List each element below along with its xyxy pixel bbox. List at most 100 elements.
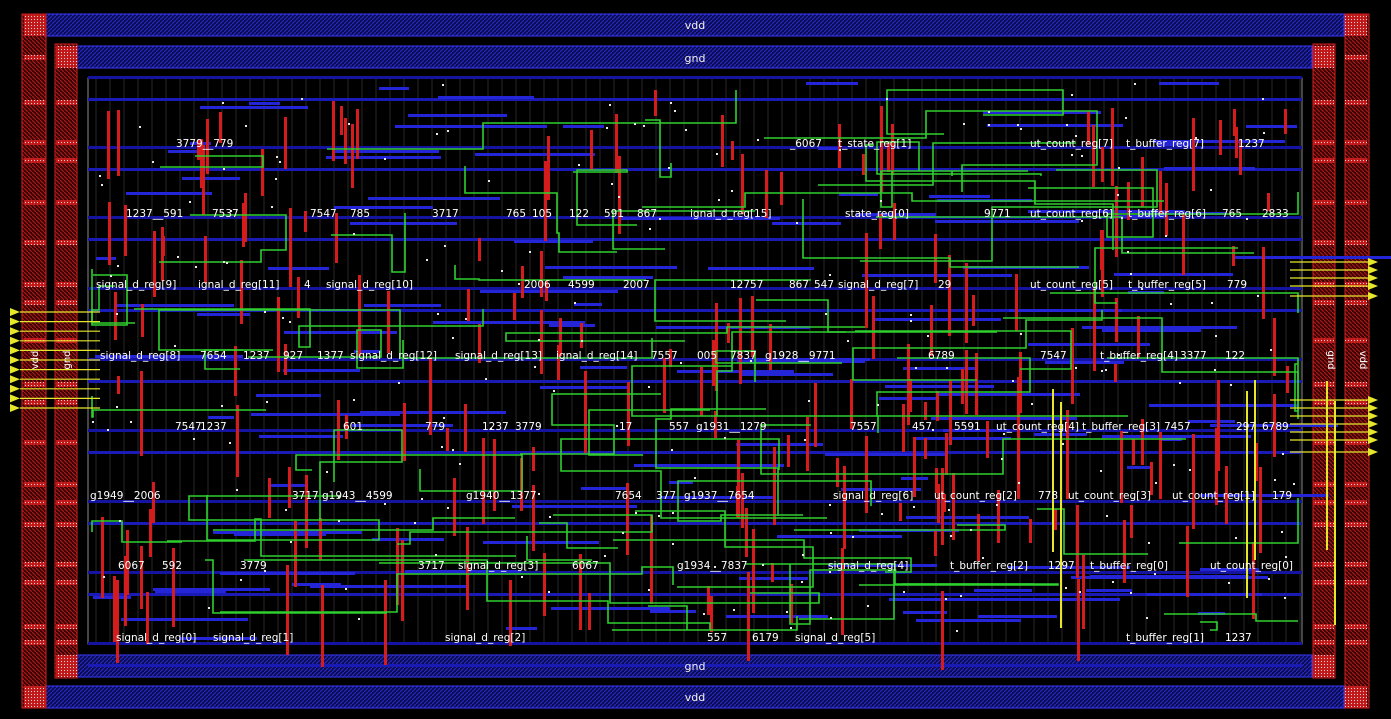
cell-instance-label[interactable]: g1931__1279 <box>696 421 767 433</box>
cell-instance-label[interactable]: state_reg[0] <box>845 208 909 220</box>
cell-instance-label[interactable]: t_buffer_reg[2] <box>950 560 1028 572</box>
cell-instance-label[interactable]: g1949__2006 <box>90 490 161 502</box>
cell-instance-label[interactable]: ignal_d_reg[11] <box>198 279 280 291</box>
cell-instance-label[interactable]: 867 <box>637 208 657 220</box>
cell-instance-label[interactable]: signal_d_reg[4] <box>828 560 908 572</box>
cell-instance-label[interactable]: g1934__7837 <box>677 560 748 572</box>
output-pin[interactable] <box>1368 428 1378 436</box>
cell-instance-label[interactable]: signal_d_reg[6] <box>833 490 913 502</box>
cell-instance-label[interactable]: 4599 <box>568 279 595 291</box>
cell-instance-label[interactable]: g1928__9771 <box>765 350 836 362</box>
cell-instance-label[interactable]: t_state_reg[1] <box>838 138 911 150</box>
cell-instance-label[interactable]: signal_d_reg[5] <box>795 632 875 644</box>
cell-instance-label[interactable]: 5591 <box>954 421 981 433</box>
cell-instance-label[interactable]: 3779 <box>240 560 267 572</box>
cell-instance-label[interactable]: signal_d_reg[12] <box>350 350 437 362</box>
cell-instance-label[interactable]: 179 <box>1272 490 1292 502</box>
cell-instance-label[interactable]: 7547 <box>175 421 202 433</box>
cell-instance-label[interactable]: 1237 <box>482 421 509 433</box>
cell-instance-label[interactable]: 3377 <box>1180 350 1207 362</box>
cell-instance-label[interactable]: g1943__4599 <box>322 490 393 502</box>
output-pin[interactable] <box>1368 448 1378 456</box>
output-pin[interactable] <box>1368 266 1378 274</box>
cell-instance-label[interactable]: 6789 <box>1262 421 1289 433</box>
input-pin[interactable] <box>10 308 20 316</box>
output-pin[interactable] <box>1368 436 1378 444</box>
input-pin[interactable] <box>10 404 20 412</box>
cell-instance-label[interactable]: t_buffer_reg[3] <box>1082 421 1160 433</box>
cell-instance-label[interactable]: 3717 <box>418 560 445 572</box>
cell-instance-label[interactable]: 547 <box>814 279 834 291</box>
cell-instance-label[interactable]: t_buffer_reg[6] <box>1128 208 1206 220</box>
output-pin[interactable] <box>1368 412 1378 420</box>
input-pin[interactable] <box>10 346 20 355</box>
input-pin[interactable] <box>10 394 20 403</box>
cell-instance-label[interactable]: 17 <box>619 421 632 433</box>
cell-instance-label[interactable]: t_buffer_reg[0] <box>1090 560 1168 572</box>
cell-instance-label[interactable]: 7537 <box>212 208 239 220</box>
cell-instance-label[interactable]: 7654 <box>200 350 227 362</box>
cell-instance-label[interactable]: ignal_d_reg[15] <box>690 208 772 220</box>
cell-instance-label[interactable]: ut_count_reg[4] <box>996 421 1079 433</box>
cell-instance-label[interactable]: 4 <box>304 279 311 291</box>
cell-instance-label[interactable]: g1937__7654 <box>684 490 755 502</box>
cell-instance-label[interactable]: signal_d_reg[8] <box>100 350 180 362</box>
cell-instance-label[interactable]: 785 <box>350 208 370 220</box>
cell-instance-label[interactable]: 1297 <box>1048 560 1075 572</box>
cell-instance-label[interactable]: ut_count_reg[1] <box>1172 490 1255 502</box>
cell-instance-label[interactable]: ignal_d_reg[14] <box>556 350 638 362</box>
cell-instance-label[interactable]: 1377 <box>317 350 344 362</box>
cell-instance-label[interactable]: 297 <box>1236 421 1256 433</box>
cell-instance-label[interactable]: 765 <box>1222 208 1242 220</box>
cell-instance-label[interactable]: 1237 <box>200 421 227 433</box>
cell-instance-label[interactable]: ut_count_reg[7] <box>1030 138 1113 150</box>
cell-instance-label[interactable]: _6067 <box>789 138 822 150</box>
output-pin[interactable] <box>1368 258 1378 266</box>
input-pin[interactable] <box>10 384 20 393</box>
cell-instance-label[interactable]: 927 <box>283 350 303 362</box>
cell-instance-label[interactable]: g1940__1377 <box>466 490 537 502</box>
cell-instance-label[interactable]: signal_d_reg[2] <box>445 632 525 644</box>
cell-instance-label[interactable]: signal_d_reg[0] <box>116 632 196 644</box>
cell-instance-label[interactable]: 105 <box>532 208 552 220</box>
cell-instance-label[interactable]: signal_d_reg[3] <box>458 560 538 572</box>
cell-instance-label[interactable]: 591 <box>604 208 624 220</box>
cell-instance-label[interactable]: signal_d_reg[7] <box>838 279 918 291</box>
output-pin[interactable] <box>1368 274 1378 282</box>
cell-instance-label[interactable]: signal_d_reg[13] <box>455 350 542 362</box>
cell-instance-label[interactable]: 6067 <box>118 560 145 572</box>
cell-instance-label[interactable]: signal_d_reg[9] <box>96 279 176 291</box>
cell-instance-label[interactable]: 6789 <box>928 350 955 362</box>
vdd-rail-left[interactable] <box>21 13 47 709</box>
cell-instance-label[interactable]: 3717 <box>292 490 319 502</box>
cell-instance-label[interactable]: 1237 <box>1238 138 1265 150</box>
input-pin[interactable] <box>10 317 20 326</box>
cell-instance-label[interactable]: ut_count_reg[6] <box>1030 208 1113 220</box>
output-pin[interactable] <box>1368 292 1378 300</box>
output-pin[interactable] <box>1368 420 1378 428</box>
io-pins-right[interactable] <box>1290 258 1378 456</box>
cell-instance-label[interactable]: 1237 <box>1225 632 1252 644</box>
cell-instance-label[interactable]: 9771 <box>984 208 1011 220</box>
cell-instance-label[interactable]: 778 <box>1038 490 1058 502</box>
cell-instance-label[interactable]: t_buffer_reg[7] <box>1126 138 1204 150</box>
cell-instance-label[interactable]: 867 <box>789 279 809 291</box>
cell-instance-label[interactable]: 6179 <box>752 632 779 644</box>
cell-instance-label[interactable]: 3717 <box>432 208 459 220</box>
cell-instance-label[interactable]: 377 <box>656 490 676 502</box>
input-pin[interactable] <box>10 356 20 364</box>
cell-instance-label[interactable]: 7654 <box>615 490 642 502</box>
cell-instance-label[interactable]: ut_count_reg[3] <box>1068 490 1151 502</box>
output-pin[interactable] <box>1368 282 1378 290</box>
cell-instance-label[interactable]: 005 <box>697 350 717 362</box>
cell-instance-label[interactable]: 7557 <box>651 350 678 362</box>
cell-instance-label[interactable]: 122 <box>1225 350 1245 362</box>
cell-instance-label[interactable]: 592 <box>162 560 182 572</box>
cell-instance-label[interactable]: ut_count_reg[2] <box>934 490 1017 502</box>
cell-instance-label[interactable]: 557 <box>707 632 727 644</box>
cell-instance-label[interactable]: 601 <box>343 421 363 433</box>
cell-instance-label[interactable]: 122 <box>569 208 589 220</box>
cell-instance-label[interactable]: 2833 <box>1262 208 1289 220</box>
cell-instance-label[interactable]: 7557 <box>850 421 877 433</box>
